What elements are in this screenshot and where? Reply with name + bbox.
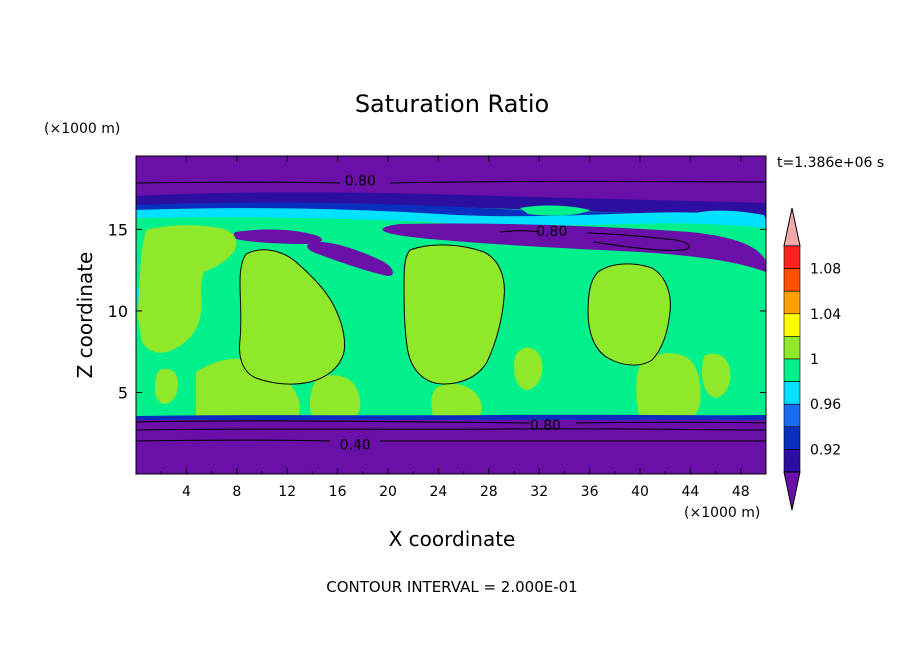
green-patch-top	[520, 205, 590, 216]
x-tick-label: 8	[232, 484, 241, 500]
x-tick-label: 24	[429, 484, 447, 500]
cloud-region-1	[138, 225, 237, 353]
y-axis-ticks: 5 10 15	[108, 220, 766, 402]
contour-lines	[136, 180, 766, 442]
colorbar-label: 0.92	[810, 442, 841, 458]
contour-labels: 0.80 0.80 0.80 0.40	[340, 173, 568, 454]
y-tick-label: 5	[118, 383, 128, 402]
x-tick-label: 28	[480, 484, 498, 500]
contour-line-top	[136, 180, 766, 184]
cloud-outline-3	[587, 263, 671, 366]
colorbar-swatch	[783, 381, 801, 405]
cloud-region-8	[636, 353, 701, 420]
time-label: t=1.386e+06 s	[777, 155, 884, 171]
cloud-region-10	[702, 353, 731, 398]
contour-interval-footer: CONTOUR INTERVAL = 2.000E-01	[326, 578, 577, 596]
plot-area: 0.80 0.80 0.80 0.40	[136, 156, 766, 474]
x-tick-label: 44	[681, 484, 699, 500]
contour-label: 0.40	[340, 438, 371, 454]
upper-cyan-band	[136, 208, 766, 228]
y-tick-label: 15	[108, 220, 128, 239]
y-axis-label: Z coordinate	[73, 252, 97, 379]
colorbar-label: 1	[810, 352, 819, 368]
colorbar-swatch	[783, 245, 801, 269]
cloud-region-4	[588, 263, 671, 366]
dry-streak-left	[232, 229, 322, 244]
lower-dry-layer	[136, 420, 766, 474]
colorbar-label: 1.04	[810, 307, 841, 323]
colorbar: 0.92 0.96 1 1.04 1.08	[783, 207, 841, 511]
colorbar-swatch	[783, 449, 801, 473]
cloud-outline-2	[403, 244, 505, 385]
x-tick-label: 4	[182, 484, 191, 500]
dry-streak-mid	[307, 241, 393, 276]
cloud-region-7	[431, 383, 482, 418]
x-axis-label: X coordinate	[389, 527, 516, 551]
colorbar-label: 1.08	[810, 262, 841, 278]
contour-line-lower-2	[136, 428, 766, 431]
cyan-patch-right	[690, 210, 766, 224]
cloud-outline-1	[239, 249, 345, 385]
cloud-region-3	[404, 244, 505, 384]
contour-line-upper	[499, 230, 691, 251]
x-tick-label: 12	[278, 484, 296, 500]
upper-moist-band	[136, 192, 766, 218]
contour-label: 0.80	[530, 418, 561, 434]
colorbar-swatch	[783, 403, 801, 428]
x-unit-label: (×1000 m)	[684, 505, 760, 521]
upper-dry-tongue	[382, 223, 766, 272]
contour-line-lower-1	[136, 420, 766, 424]
y-unit-label: (×1000 m)	[44, 121, 120, 137]
cloud-region-6	[309, 375, 361, 418]
x-axis-ticks: 4 8 12 16 20 24 28 32 36 40 44 48	[160, 156, 750, 500]
colorbar-swatch	[783, 426, 801, 450]
colorbar-swatch	[783, 336, 801, 360]
plot-frame	[135, 155, 767, 475]
y-tick-label: 10	[108, 302, 128, 321]
colorbar-swatch	[783, 268, 801, 292]
colorbar-swatch	[783, 358, 801, 382]
x-tick-label: 20	[379, 484, 397, 500]
x-tick-label: 32	[530, 484, 548, 500]
cloud-region-9	[514, 347, 543, 390]
chart-title: Saturation Ratio	[355, 90, 549, 118]
colorbar-label: 0.96	[810, 397, 841, 413]
cloud-region-2	[239, 249, 345, 385]
cloud-region-11	[154, 368, 178, 404]
x-tick-label: 48	[732, 484, 750, 500]
contour-label: 0.80	[536, 224, 567, 240]
x-tick-label: 16	[329, 484, 347, 500]
x-tick-label: 36	[581, 484, 599, 500]
colorbar-bottom-arrow	[783, 471, 801, 511]
colorbar-top-arrow	[783, 207, 801, 247]
colorbar-swatch	[783, 290, 801, 315]
x-tick-label: 40	[631, 484, 649, 500]
colorbar-swatch	[783, 313, 801, 337]
contour-label: 0.80	[345, 173, 376, 189]
cloud-region-5	[196, 358, 300, 418]
